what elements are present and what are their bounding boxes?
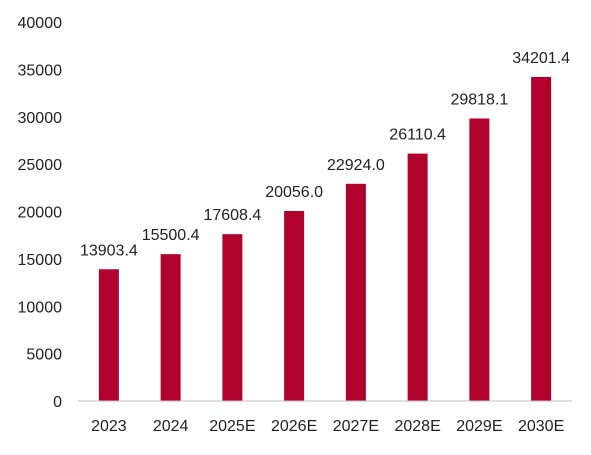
y-tick-label: 40000 [18,15,63,32]
data-label: 17608.4 [203,207,261,224]
y-tick-label: 5000 [26,347,62,364]
y-tick-label: 30000 [18,110,63,127]
bar-2024 [160,254,181,401]
bar-2028e [407,153,428,401]
bar-2026e [284,210,305,401]
y-tick-label: 25000 [18,157,63,174]
data-labels: 13903.415500.417608.420056.022924.026110… [80,50,570,259]
bar-2027e [345,183,366,401]
y-tick-label: 15000 [18,252,63,269]
bar-2029e [469,118,490,401]
data-label: 29818.1 [450,91,508,108]
y-tick-label: 20000 [18,205,63,222]
data-label: 20056.0 [265,184,323,201]
x-tick-label: 2024 [153,418,189,435]
data-label: 15500.4 [142,227,200,244]
bars [98,76,552,401]
x-axis: 2023 2024 2025E 2026E 2027E 2028E 2029E 2030E [78,400,572,435]
data-label: 26110.4 [389,127,446,144]
y-tick-label: 10000 [18,299,63,316]
bar-2030e [531,76,552,401]
x-tick-label: 2029E [456,418,502,435]
x-tick-label: 2023 [91,418,127,435]
bar-2023 [98,269,119,401]
y-axis: 0 5000 10000 15000 20000 25000 30000 35000 40000 [18,15,63,411]
x-tick-label: 2026E [271,418,317,435]
data-label: 13903.4 [80,242,138,259]
x-tick-label: 2027E [333,418,379,435]
x-tick-label: 2025E [209,418,255,435]
x-tick-label: 2028E [394,418,440,435]
bar-2025e [222,234,243,401]
data-label: 34201.4 [512,50,570,67]
y-tick-label: 35000 [18,62,63,79]
x-tick-label: 2030E [518,418,564,435]
y-tick-label: 0 [53,394,62,411]
data-label: 22924.0 [327,157,385,174]
